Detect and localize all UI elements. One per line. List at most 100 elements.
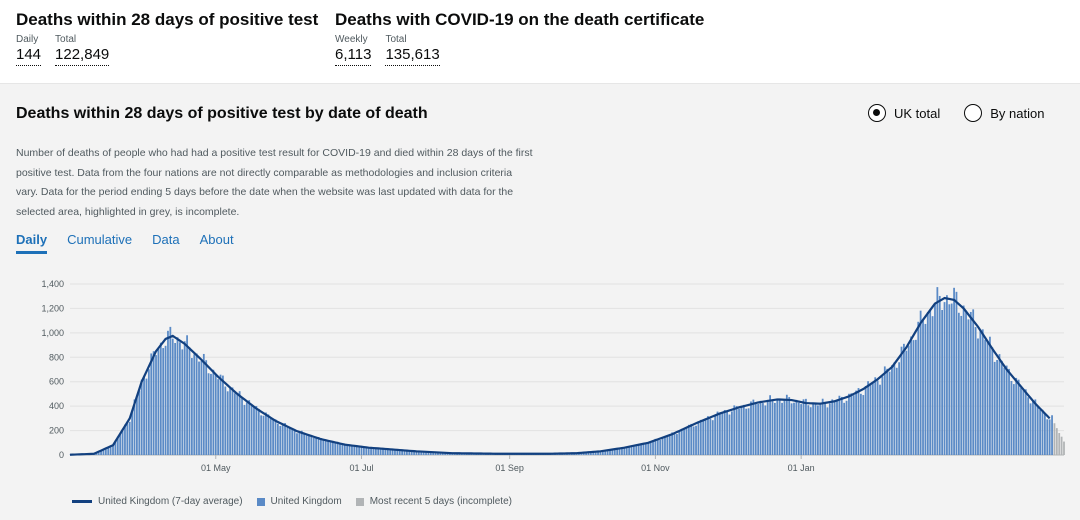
daily-bar[interactable] <box>131 410 134 455</box>
daily-bar[interactable] <box>1008 368 1010 455</box>
daily-bar[interactable] <box>343 444 346 455</box>
daily-bar[interactable] <box>193 354 196 455</box>
daily-bar[interactable] <box>444 452 447 455</box>
daily-bar[interactable] <box>183 341 186 455</box>
daily-bar[interactable] <box>953 287 955 455</box>
daily-bar[interactable] <box>109 446 112 455</box>
incomplete-bar[interactable] <box>1053 423 1056 455</box>
daily-bar[interactable] <box>649 442 652 455</box>
daily-bar[interactable] <box>1010 381 1013 455</box>
daily-bar[interactable] <box>145 378 148 455</box>
daily-bar[interactable] <box>322 440 325 455</box>
daily-bar[interactable] <box>764 405 767 455</box>
daily-bar[interactable] <box>771 399 774 455</box>
daily-bar[interactable] <box>317 437 320 455</box>
daily-bar[interactable] <box>155 355 157 455</box>
daily-bar[interactable] <box>372 447 375 455</box>
daily-bar[interactable] <box>219 374 222 455</box>
daily-bar[interactable] <box>162 348 165 455</box>
daily-bar[interactable] <box>248 400 251 455</box>
daily-bar[interactable] <box>339 443 341 455</box>
daily-bar[interactable] <box>190 358 193 455</box>
daily-bar[interactable] <box>138 390 141 455</box>
daily-bar[interactable] <box>996 359 998 455</box>
daily-bar[interactable] <box>924 323 927 455</box>
daily-bar[interactable] <box>800 404 803 455</box>
daily-bar[interactable] <box>1036 405 1039 455</box>
daily-bar[interactable] <box>809 407 812 455</box>
daily-bar[interactable] <box>745 408 748 455</box>
daily-bar[interactable] <box>597 451 599 455</box>
incomplete-bar[interactable] <box>1060 436 1063 455</box>
daily-bar[interactable] <box>874 377 877 455</box>
daily-bar[interactable] <box>948 304 951 455</box>
daily-bar[interactable] <box>977 338 979 455</box>
daily-bar[interactable] <box>888 371 891 455</box>
daily-bar[interactable] <box>678 431 681 455</box>
daily-bar[interactable] <box>637 444 640 455</box>
daily-bar[interactable] <box>164 345 167 455</box>
daily-bar[interactable] <box>415 451 418 455</box>
daily-bar[interactable] <box>707 416 709 455</box>
daily-bar[interactable] <box>374 448 377 455</box>
daily-bar[interactable] <box>836 400 838 455</box>
daily-bar[interactable] <box>202 353 205 455</box>
daily-bar[interactable] <box>434 452 437 455</box>
daily-bar[interactable] <box>981 329 984 455</box>
daily-bar[interactable] <box>695 425 697 455</box>
daily-bar[interactable] <box>128 421 131 455</box>
daily-bar[interactable] <box>599 451 602 455</box>
daily-bar[interactable] <box>351 445 353 455</box>
daily-bar[interactable] <box>331 442 334 455</box>
daily-bar[interactable] <box>685 428 688 455</box>
daily-bar[interactable] <box>133 399 136 455</box>
daily-bar[interactable] <box>848 393 850 455</box>
daily-bar[interactable] <box>838 395 841 455</box>
daily-bar[interactable] <box>762 403 764 455</box>
metric-value[interactable]: 122,849 <box>55 46 110 66</box>
daily-bar[interactable] <box>255 406 258 455</box>
daily-bar[interactable] <box>1039 409 1041 455</box>
daily-bar[interactable] <box>769 395 771 455</box>
daily-bar[interactable] <box>1015 377 1018 455</box>
daily-bar[interactable] <box>1027 397 1030 455</box>
daily-bar[interactable] <box>984 339 987 455</box>
daily-bar[interactable] <box>169 326 172 455</box>
daily-bar[interactable] <box>114 440 117 455</box>
daily-bar[interactable] <box>857 388 860 455</box>
daily-bar[interactable] <box>353 444 356 455</box>
daily-bar[interactable] <box>740 406 743 455</box>
daily-bar[interactable] <box>814 402 817 455</box>
daily-bar[interactable] <box>757 404 760 455</box>
daily-bar[interactable] <box>625 447 628 455</box>
daily-bar[interactable] <box>926 312 929 455</box>
daily-bar[interactable] <box>245 402 248 455</box>
daily-bar[interactable] <box>721 413 724 455</box>
tab-about[interactable]: About <box>199 232 234 247</box>
daily-bar[interactable] <box>1043 413 1046 455</box>
daily-bar[interactable] <box>212 369 215 455</box>
daily-bar[interactable] <box>446 453 449 455</box>
daily-bar[interactable] <box>883 366 886 455</box>
daily-bar[interactable] <box>962 305 965 455</box>
daily-bar[interactable] <box>207 373 210 455</box>
daily-bar[interactable] <box>229 386 231 455</box>
daily-bar[interactable] <box>735 406 738 455</box>
daily-bar[interactable] <box>296 433 298 455</box>
daily-bar[interactable] <box>410 451 413 455</box>
daily-bar[interactable] <box>747 408 750 455</box>
daily-bar[interactable] <box>403 450 406 455</box>
daily-bar[interactable] <box>281 423 284 455</box>
daily-bar[interactable] <box>728 414 731 455</box>
daily-bar[interactable] <box>683 428 685 455</box>
daily-bar[interactable] <box>910 336 912 455</box>
daily-bar[interactable] <box>630 446 633 455</box>
daily-bar[interactable] <box>950 303 953 455</box>
daily-bar[interactable] <box>587 452 590 455</box>
daily-bar[interactable] <box>957 312 960 455</box>
daily-bar[interactable] <box>831 399 834 455</box>
daily-bar[interactable] <box>993 361 996 455</box>
daily-bar[interactable] <box>671 432 674 455</box>
daily-bar[interactable] <box>900 346 903 455</box>
daily-bar[interactable] <box>824 403 826 455</box>
